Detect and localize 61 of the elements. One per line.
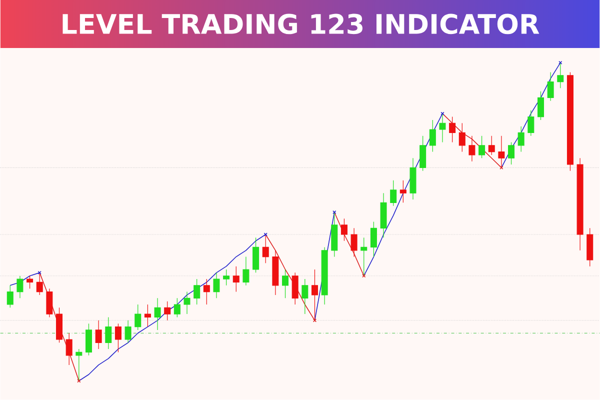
candlestick <box>36 272 43 296</box>
candlestick <box>429 120 436 152</box>
candlestick <box>302 278 308 315</box>
candlestick <box>566 72 574 172</box>
candlestick <box>194 278 200 306</box>
candlestick <box>420 136 426 172</box>
candlestick <box>144 304 151 328</box>
candlestick <box>105 317 112 350</box>
candlestick <box>528 110 534 136</box>
candlestick <box>203 278 210 306</box>
candlestick <box>223 269 230 286</box>
candlestick <box>164 301 171 321</box>
candlestick <box>547 72 554 102</box>
candlestick <box>508 142 515 166</box>
candlestick <box>124 320 132 344</box>
candlestick <box>252 238 260 274</box>
candlestick <box>76 348 82 382</box>
candlestick <box>400 180 406 204</box>
candlestick <box>439 113 446 143</box>
candlestick <box>242 256 250 286</box>
candlestick <box>537 91 544 120</box>
candlestick <box>311 269 318 321</box>
candlestick <box>321 247 328 306</box>
candlestick <box>282 269 289 299</box>
candlestick <box>340 218 348 242</box>
candlestick <box>114 324 122 353</box>
candlestick <box>410 158 416 200</box>
candlestick <box>586 228 594 267</box>
candlestick <box>518 126 524 152</box>
candlestick <box>498 136 505 168</box>
candlestick <box>56 308 63 344</box>
candlestick <box>26 276 34 290</box>
candlestick <box>292 272 298 306</box>
candlestick <box>6 285 14 308</box>
candlestick <box>360 238 368 276</box>
candlestick <box>232 266 240 292</box>
candlestick <box>95 320 102 350</box>
candlestick <box>154 298 161 330</box>
candlestick <box>174 298 180 318</box>
candlestick <box>458 123 466 152</box>
candlestick <box>449 116 456 143</box>
candlestick <box>262 234 269 264</box>
candlestick <box>86 324 92 356</box>
candlestick <box>370 222 377 258</box>
candlestick <box>331 212 338 258</box>
candlestick <box>350 228 358 258</box>
candlestick <box>272 250 279 296</box>
candlestick <box>576 158 584 251</box>
candlestick <box>46 288 53 318</box>
candlestick <box>213 272 220 299</box>
candlestick <box>390 180 397 206</box>
candlestick <box>16 276 24 299</box>
candlestick <box>478 136 486 159</box>
candlestick <box>184 292 190 315</box>
candlestick <box>66 333 72 366</box>
candlestick <box>557 62 564 89</box>
candlestick <box>134 304 142 330</box>
chart-title: LEVEL TRADING 123 INDICATOR <box>62 14 540 34</box>
candlestick <box>468 136 476 162</box>
candlestick <box>380 193 387 238</box>
candlestick <box>488 136 495 156</box>
